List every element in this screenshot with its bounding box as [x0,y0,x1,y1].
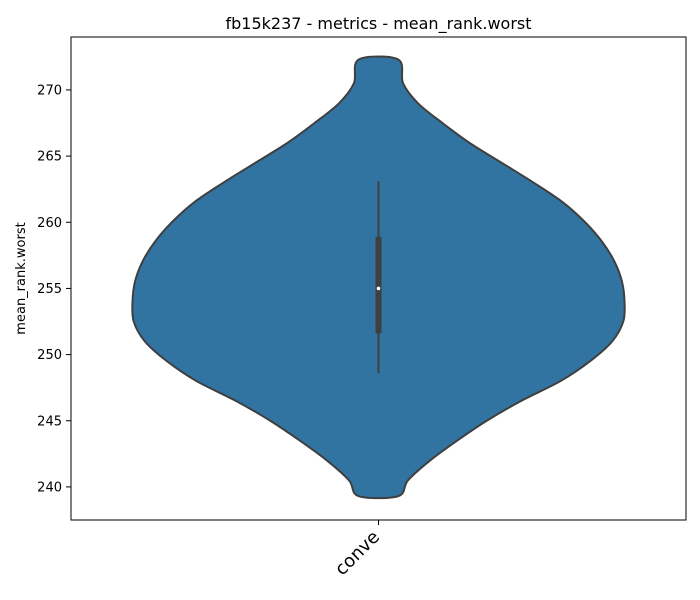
y-tick-label: 245 [37,414,62,429]
x-tick-label-conve: conve [331,527,384,580]
box-layer [375,181,382,374]
y-axis-label: mean_rank.worst [14,222,29,334]
chart-title: fb15k237 - metrics - mean_rank.worst [225,14,531,34]
iqr-box-conve [375,236,382,334]
y-tick-label: 255 [37,282,62,297]
y-tick-label: 250 [37,348,62,363]
y-axis: 240 245 250 255 260 265 270 [37,83,71,495]
x-axis: conve [331,520,384,580]
y-tick-label: 270 [37,83,62,98]
y-tick-label: 240 [37,480,62,495]
y-tick-label: 265 [37,150,62,165]
y-tick-label: 260 [37,216,62,231]
median-point-conve [376,286,381,291]
